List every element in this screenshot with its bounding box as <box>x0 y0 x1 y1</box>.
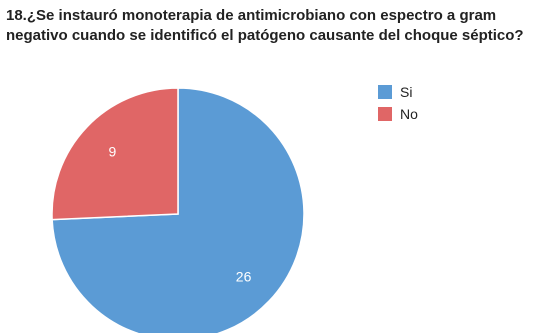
pie-slice-no <box>51 87 179 221</box>
chart-title: 18.¿Se instauró monoterapia de antimicro… <box>6 7 524 44</box>
legend-label-si: Si <box>400 84 412 100</box>
legend-swatch-no <box>378 107 392 121</box>
slice-value-label: 26 <box>236 269 252 285</box>
legend-swatch-si <box>378 85 392 99</box>
legend-label-no: No <box>400 106 418 122</box>
slice-value-label: 9 <box>109 143 117 159</box>
